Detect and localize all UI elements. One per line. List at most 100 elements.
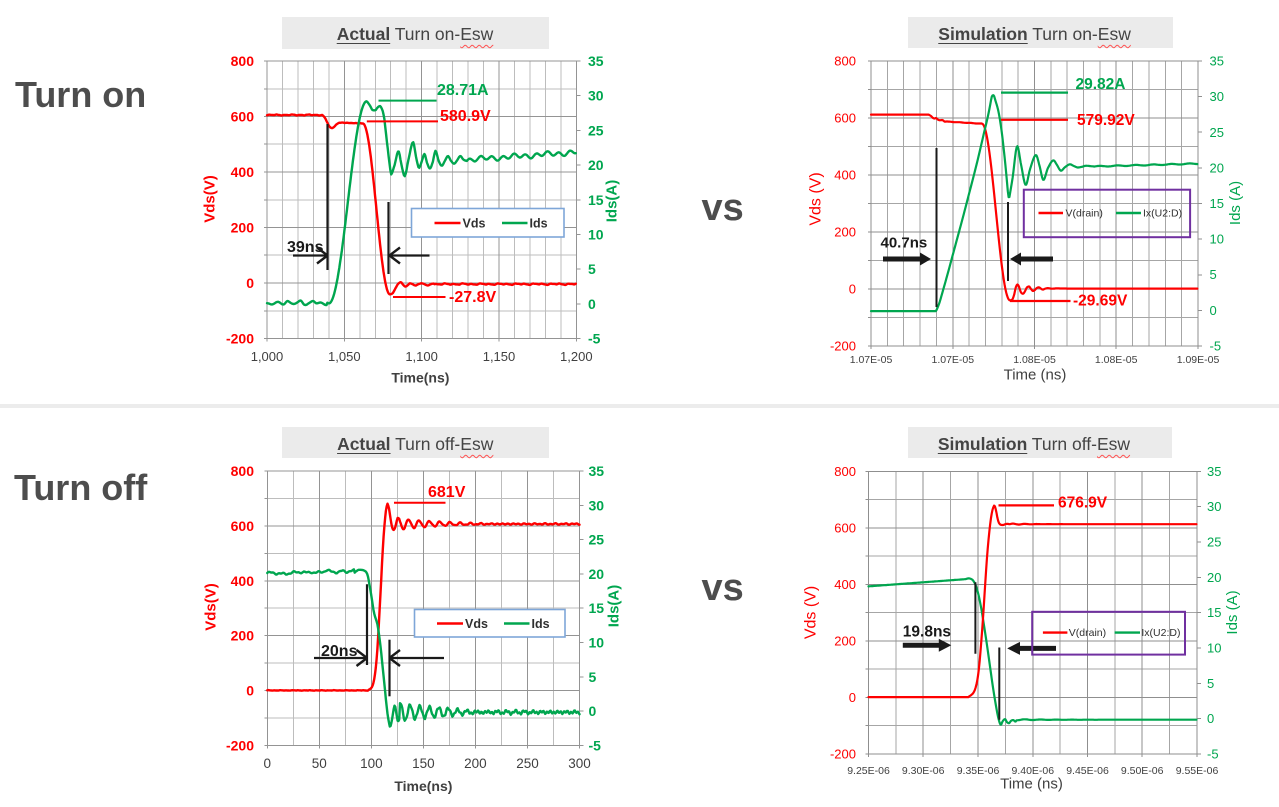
svg-text:800: 800 — [231, 53, 255, 69]
svg-text:25: 25 — [1210, 125, 1224, 140]
svg-text:600: 600 — [231, 109, 255, 125]
svg-text:Ids: Ids — [530, 217, 548, 231]
svg-text:9.45E-06: 9.45E-06 — [1066, 765, 1109, 777]
svg-text:30: 30 — [1210, 89, 1224, 104]
svg-text:0: 0 — [246, 683, 254, 699]
svg-text:-200: -200 — [226, 738, 254, 754]
svg-text:25: 25 — [589, 532, 605, 548]
svg-text:9.55E-06: 9.55E-06 — [1176, 765, 1219, 777]
svg-text:Ids(A): Ids(A) — [604, 180, 621, 223]
svg-text:800: 800 — [834, 464, 856, 479]
svg-text:580.9V: 580.9V — [440, 108, 491, 125]
svg-text:-29.69V: -29.69V — [1073, 293, 1128, 310]
svg-text:-5: -5 — [1210, 339, 1222, 354]
svg-text:0: 0 — [246, 275, 254, 291]
svg-text:15: 15 — [1210, 196, 1224, 211]
svg-text:0: 0 — [849, 690, 856, 705]
svg-text:800: 800 — [231, 463, 255, 479]
svg-text:25: 25 — [588, 122, 604, 138]
svg-text:9.25E-06: 9.25E-06 — [847, 765, 890, 777]
svg-text:0: 0 — [588, 296, 596, 312]
svg-text:-5: -5 — [589, 738, 602, 754]
svg-text:20: 20 — [589, 566, 605, 582]
svg-text:1.08E-05: 1.08E-05 — [1013, 354, 1056, 366]
svg-text:19.8ns: 19.8ns — [903, 624, 951, 641]
svg-text:35: 35 — [589, 463, 605, 479]
svg-text:300: 300 — [568, 756, 591, 771]
svg-text:20: 20 — [1207, 570, 1221, 585]
svg-text:15: 15 — [588, 192, 604, 208]
svg-text:5: 5 — [588, 261, 596, 277]
svg-text:200: 200 — [231, 628, 255, 644]
svg-text:5: 5 — [589, 669, 597, 685]
svg-text:0: 0 — [1210, 303, 1217, 318]
svg-text:9.35E-06: 9.35E-06 — [957, 765, 1000, 777]
svg-text:400: 400 — [231, 164, 255, 180]
svg-text:Ix(U2:D): Ix(U2:D) — [1143, 208, 1182, 220]
svg-text:200: 200 — [231, 220, 255, 236]
svg-text:20: 20 — [588, 157, 604, 173]
svg-text:V(drain): V(drain) — [1069, 627, 1106, 639]
svg-text:9.30E-06: 9.30E-06 — [902, 765, 945, 777]
svg-text:676.9V: 676.9V — [1058, 495, 1108, 512]
svg-text:1,100: 1,100 — [405, 349, 438, 364]
svg-text:Ids (A): Ids (A) — [1224, 590, 1241, 634]
svg-text:0: 0 — [1207, 711, 1214, 726]
svg-text:Time (ns): Time (ns) — [1000, 776, 1063, 793]
svg-text:681V: 681V — [428, 484, 466, 501]
svg-text:Time(ns): Time(ns) — [391, 370, 449, 386]
svg-text:Vds (V): Vds (V) — [808, 172, 825, 225]
svg-text:10: 10 — [589, 635, 605, 651]
svg-text:579.92V: 579.92V — [1077, 112, 1135, 129]
svg-text:10: 10 — [1210, 232, 1224, 247]
svg-text:20: 20 — [1210, 160, 1224, 175]
svg-text:Ids (A): Ids (A) — [1227, 181, 1244, 225]
svg-text:9.50E-06: 9.50E-06 — [1121, 765, 1164, 777]
svg-text:15: 15 — [589, 600, 605, 616]
svg-text:400: 400 — [834, 168, 856, 183]
svg-text:200: 200 — [464, 756, 487, 771]
svg-text:15: 15 — [1207, 605, 1221, 620]
svg-text:-5: -5 — [588, 331, 601, 347]
svg-text:Time (ns): Time (ns) — [1004, 367, 1067, 384]
svg-text:0: 0 — [849, 282, 856, 297]
svg-text:0: 0 — [264, 756, 272, 771]
svg-text:10: 10 — [588, 226, 604, 242]
svg-text:200: 200 — [834, 633, 856, 648]
svg-text:-200: -200 — [830, 747, 856, 762]
svg-text:9.40E-06: 9.40E-06 — [1011, 765, 1054, 777]
svg-text:25: 25 — [1207, 535, 1221, 550]
svg-text:1,200: 1,200 — [560, 349, 593, 364]
svg-text:1.07E-05: 1.07E-05 — [931, 354, 974, 366]
svg-text:0: 0 — [589, 703, 597, 719]
svg-text:50: 50 — [312, 756, 327, 771]
svg-text:200: 200 — [834, 225, 856, 240]
svg-text:5: 5 — [1207, 676, 1214, 691]
svg-text:30: 30 — [589, 497, 605, 513]
svg-text:1,050: 1,050 — [328, 349, 361, 364]
svg-text:600: 600 — [834, 111, 856, 126]
svg-text:400: 400 — [834, 577, 856, 592]
svg-text:250: 250 — [516, 756, 539, 771]
svg-text:150: 150 — [412, 756, 435, 771]
svg-text:1.08E-05: 1.08E-05 — [1095, 354, 1138, 366]
svg-text:35: 35 — [1210, 54, 1224, 69]
svg-text:30: 30 — [1207, 499, 1221, 514]
svg-text:Vds: Vds — [465, 617, 488, 631]
svg-text:V(drain): V(drain) — [1066, 208, 1103, 220]
svg-text:1,000: 1,000 — [251, 349, 284, 364]
svg-text:-5: -5 — [1207, 747, 1219, 762]
svg-text:Vds(V): Vds(V) — [202, 175, 219, 223]
svg-text:Ids(A): Ids(A) — [606, 585, 623, 628]
svg-text:-27.8V: -27.8V — [449, 289, 496, 306]
svg-text:10: 10 — [1207, 641, 1221, 656]
svg-text:Ix(U2:D): Ix(U2:D) — [1141, 627, 1180, 639]
svg-text:28.71A: 28.71A — [437, 82, 489, 99]
svg-text:1.07E-05: 1.07E-05 — [850, 354, 893, 366]
svg-text:Vds: Vds — [463, 217, 486, 231]
svg-text:Time(ns): Time(ns) — [394, 778, 452, 794]
svg-text:600: 600 — [231, 518, 255, 534]
svg-text:35: 35 — [1207, 464, 1221, 479]
svg-text:Vds(V): Vds(V) — [203, 583, 220, 631]
svg-text:29.82A: 29.82A — [1076, 76, 1126, 93]
